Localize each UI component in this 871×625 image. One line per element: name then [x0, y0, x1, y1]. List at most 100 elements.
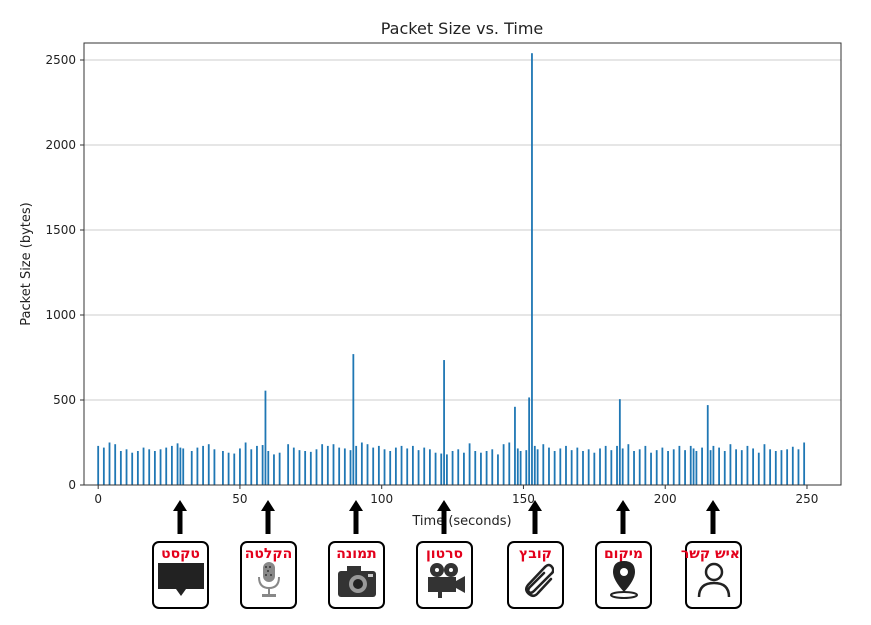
- bar: [797, 449, 800, 485]
- video-camera-card: סרטון: [416, 541, 473, 609]
- bar: [338, 447, 341, 485]
- y-tick-label: 2000: [45, 138, 76, 152]
- bar: [352, 354, 355, 485]
- speech-bubble-icon: [157, 561, 205, 603]
- bar: [480, 452, 482, 485]
- bar: [536, 449, 539, 485]
- bar: [709, 450, 712, 485]
- bar: [394, 447, 397, 485]
- camera-card: תמונה: [328, 541, 385, 609]
- bar: [533, 445, 536, 485]
- bar: [125, 449, 128, 485]
- up-arrow-icon: [173, 500, 187, 534]
- bar: [196, 447, 199, 485]
- bar: [153, 451, 156, 485]
- speech-bubble-card: טקסט: [152, 541, 209, 609]
- bar: [102, 447, 105, 485]
- bar: [695, 451, 698, 485]
- bar: [497, 454, 499, 485]
- bar: [298, 450, 301, 485]
- y-tick-label: 500: [53, 393, 76, 407]
- bar: [267, 451, 270, 485]
- bar: [182, 448, 185, 485]
- y-tick-label: 1000: [45, 308, 76, 322]
- bar: [446, 454, 448, 485]
- bar: [349, 450, 352, 485]
- bar: [576, 447, 579, 485]
- bar: [757, 452, 760, 485]
- bar: [667, 451, 669, 485]
- bar: [383, 449, 386, 485]
- bar: [729, 444, 732, 485]
- bar: [553, 451, 556, 485]
- bar: [366, 444, 369, 485]
- microphone-icon: [254, 561, 284, 603]
- icon-label: טקסט: [161, 546, 200, 562]
- bar: [763, 444, 766, 485]
- bar: [780, 450, 783, 485]
- contact-person-card: איש קשר: [681, 541, 742, 609]
- bar: [165, 447, 168, 485]
- bar: [689, 445, 692, 485]
- bar: [355, 445, 358, 485]
- bar: [443, 360, 445, 485]
- bar: [531, 53, 533, 485]
- bar: [638, 449, 641, 485]
- bar: [485, 451, 488, 485]
- bar: [278, 452, 281, 485]
- bar: [360, 442, 363, 485]
- bar: [273, 454, 275, 485]
- bar: [582, 451, 584, 485]
- up-arrow-icon: [437, 500, 451, 534]
- bar: [428, 449, 431, 485]
- bar: [774, 451, 777, 485]
- bar: [244, 442, 247, 485]
- bar: [239, 448, 241, 485]
- bar: [491, 449, 494, 485]
- bar: [644, 445, 647, 485]
- bar: [261, 445, 264, 485]
- bar: [712, 445, 715, 485]
- y-tick-label: 2500: [45, 53, 76, 67]
- bar: [119, 451, 122, 485]
- bar: [321, 444, 324, 485]
- bar: [468, 443, 471, 485]
- bar: [309, 451, 312, 485]
- bar: [655, 450, 658, 485]
- bar: [559, 448, 562, 485]
- x-tick-label: 250: [796, 492, 819, 506]
- bar: [423, 447, 426, 485]
- bar: [610, 450, 613, 485]
- x-tick-label: 0: [94, 492, 102, 506]
- bar: [627, 444, 630, 485]
- bar: [508, 442, 511, 485]
- bar: [190, 451, 193, 485]
- bar: [326, 445, 329, 485]
- plot-frame: [83, 42, 842, 486]
- bar: [411, 445, 414, 485]
- bar: [633, 451, 635, 485]
- bar: [148, 449, 151, 485]
- chart-title: Packet Size vs. Time: [381, 19, 544, 38]
- bar: [457, 449, 460, 485]
- bar: [304, 451, 307, 485]
- x-tick-label: 150: [512, 492, 535, 506]
- bar: [723, 451, 726, 485]
- bar: [650, 452, 652, 485]
- bar: [525, 450, 528, 485]
- x-axis-label: Time (seconds): [411, 514, 511, 529]
- bar: [740, 450, 743, 485]
- bar: [136, 451, 139, 485]
- icon-label: סרטון: [425, 546, 464, 562]
- up-arrow-icon: [261, 500, 275, 534]
- bar: [786, 449, 789, 485]
- bar: [176, 443, 179, 485]
- bar: [672, 449, 675, 485]
- up-arrow-icon: [349, 500, 363, 534]
- bar: [417, 450, 420, 485]
- bar: [621, 448, 624, 485]
- bar: [599, 448, 601, 485]
- bar: [400, 445, 403, 485]
- bar: [108, 442, 111, 485]
